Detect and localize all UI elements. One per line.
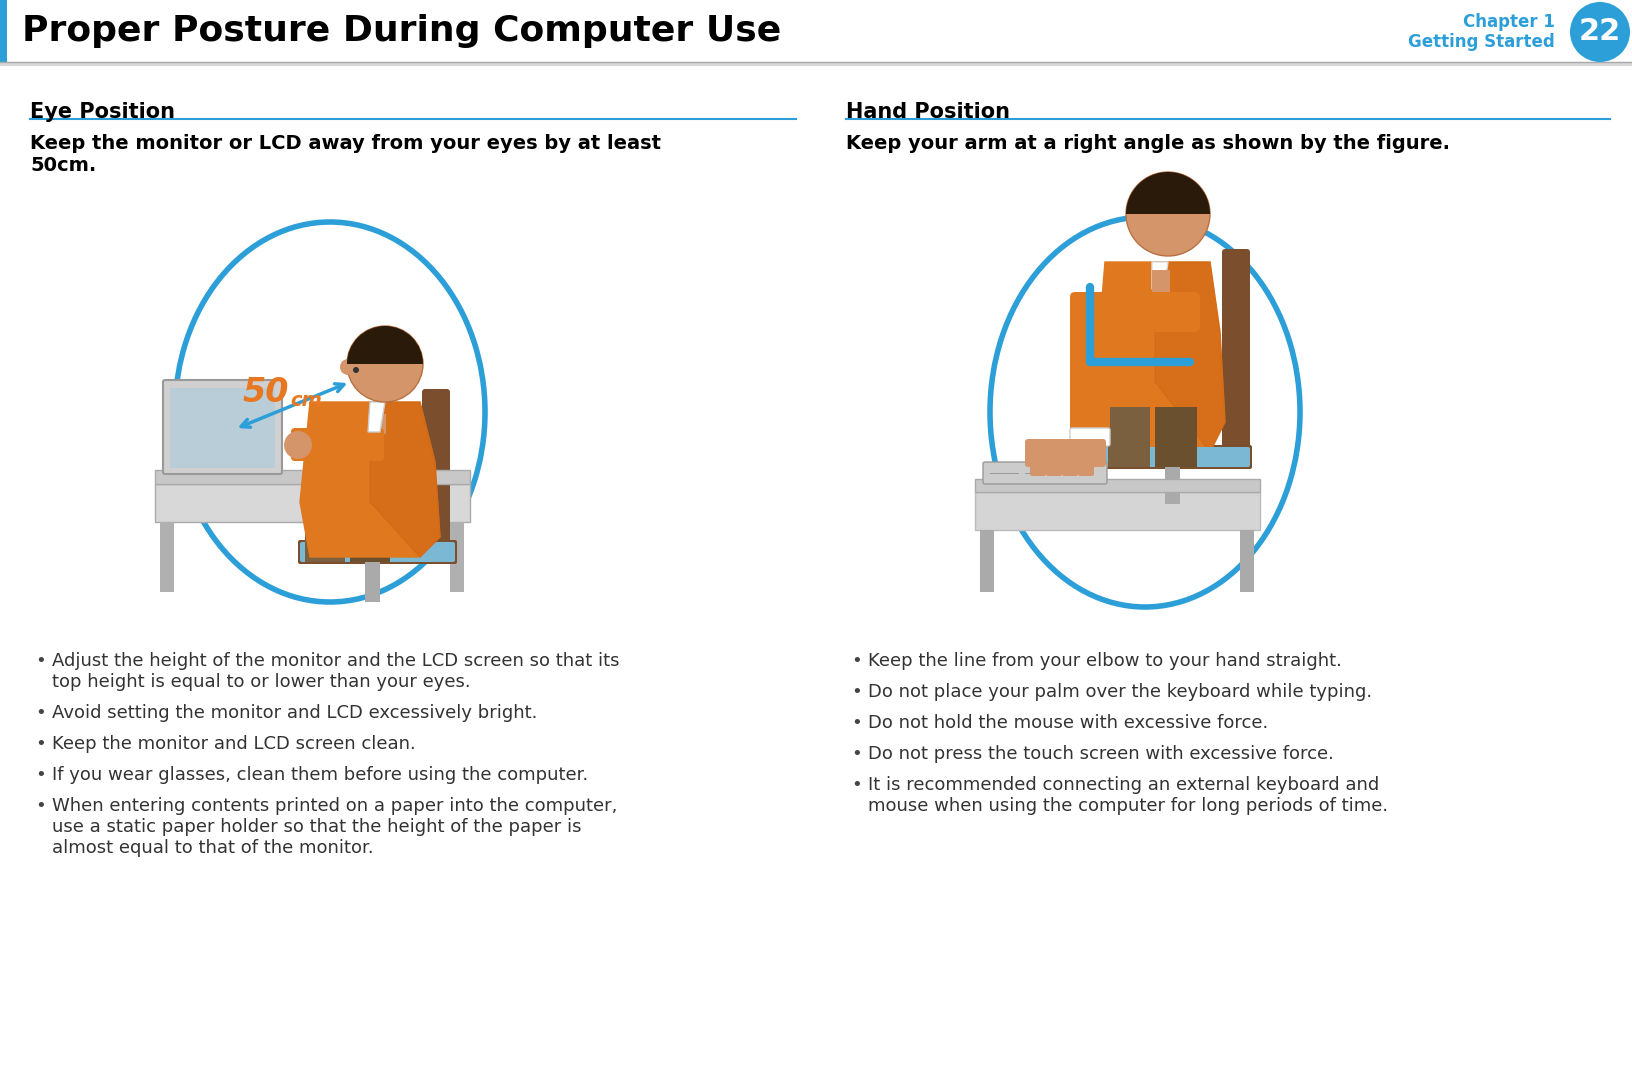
FancyBboxPatch shape — [170, 388, 274, 469]
FancyBboxPatch shape — [1069, 317, 1110, 447]
Text: Chapter 1: Chapter 1 — [1462, 13, 1554, 31]
FancyBboxPatch shape — [1046, 458, 1061, 476]
Polygon shape — [370, 403, 439, 557]
Text: Keep the monitor or LCD away from your eyes by at least: Keep the monitor or LCD away from your e… — [29, 134, 661, 153]
Polygon shape — [1151, 262, 1167, 289]
FancyBboxPatch shape — [1102, 445, 1252, 469]
FancyBboxPatch shape — [1239, 530, 1253, 592]
FancyBboxPatch shape — [979, 530, 994, 592]
FancyBboxPatch shape — [1069, 428, 1110, 446]
FancyBboxPatch shape — [1061, 458, 1077, 476]
Polygon shape — [300, 403, 439, 557]
FancyBboxPatch shape — [0, 0, 7, 62]
Text: •: • — [34, 704, 46, 722]
FancyBboxPatch shape — [1025, 439, 1105, 467]
Text: •: • — [34, 797, 46, 815]
FancyBboxPatch shape — [1105, 447, 1248, 467]
Text: use a static paper holder so that the height of the paper is: use a static paper holder so that the he… — [52, 818, 581, 836]
Text: Do not place your palm over the keyboard while typing.: Do not place your palm over the keyboard… — [868, 683, 1371, 701]
FancyBboxPatch shape — [155, 470, 470, 484]
Text: •: • — [34, 735, 46, 753]
FancyBboxPatch shape — [366, 557, 380, 602]
Text: Eye Position: Eye Position — [29, 102, 175, 122]
Circle shape — [346, 326, 423, 403]
Text: Getting Started: Getting Started — [1407, 32, 1554, 51]
Text: Hand Position: Hand Position — [845, 102, 1009, 122]
Text: •: • — [850, 714, 862, 733]
FancyBboxPatch shape — [974, 479, 1260, 492]
Text: Avoid setting the monitor and LCD excessively bright.: Avoid setting the monitor and LCD excess… — [52, 704, 537, 722]
FancyBboxPatch shape — [1151, 270, 1169, 292]
FancyBboxPatch shape — [1030, 458, 1046, 476]
Text: •: • — [34, 652, 46, 670]
Text: When entering contents printed on a paper into the computer,: When entering contents printed on a pape… — [52, 797, 617, 815]
FancyBboxPatch shape — [1108, 407, 1149, 467]
FancyBboxPatch shape — [1164, 462, 1180, 504]
Ellipse shape — [175, 222, 485, 602]
Circle shape — [339, 359, 356, 375]
FancyBboxPatch shape — [318, 467, 380, 479]
Wedge shape — [1126, 172, 1209, 214]
Text: almost equal to that of the monitor.: almost equal to that of the monitor. — [52, 839, 374, 857]
Polygon shape — [367, 403, 385, 432]
FancyBboxPatch shape — [300, 542, 455, 562]
Circle shape — [1126, 172, 1209, 256]
FancyBboxPatch shape — [421, 390, 450, 560]
Text: Keep your arm at a right angle as shown by the figure.: Keep your arm at a right angle as shown … — [845, 134, 1449, 153]
Text: •: • — [850, 683, 862, 701]
Text: top height is equal to or lower than your eyes.: top height is equal to or lower than you… — [52, 673, 470, 691]
Text: •: • — [850, 745, 862, 763]
Wedge shape — [346, 326, 423, 364]
Circle shape — [1568, 2, 1629, 62]
Polygon shape — [1154, 262, 1224, 452]
Text: 22: 22 — [1578, 17, 1621, 47]
Text: It is recommended connecting an external keyboard and: It is recommended connecting an external… — [868, 776, 1379, 794]
FancyBboxPatch shape — [160, 522, 175, 592]
Text: 50: 50 — [243, 375, 289, 409]
FancyBboxPatch shape — [297, 540, 457, 564]
FancyBboxPatch shape — [1069, 292, 1200, 332]
Text: •: • — [34, 766, 46, 784]
Text: Proper Posture During Computer Use: Proper Posture During Computer Use — [21, 14, 780, 48]
Text: mouse when using the computer for long periods of time.: mouse when using the computer for long p… — [868, 797, 1387, 815]
Text: Do not hold the mouse with excessive force.: Do not hold the mouse with excessive for… — [868, 714, 1268, 733]
Text: Do not press the touch screen with excessive force.: Do not press the touch screen with exces… — [868, 745, 1333, 763]
Ellipse shape — [989, 217, 1299, 607]
Text: Keep the monitor and LCD screen clean.: Keep the monitor and LCD screen clean. — [52, 735, 416, 753]
Text: cm: cm — [290, 391, 322, 409]
Text: Adjust the height of the monitor and the LCD screen so that its: Adjust the height of the monitor and the… — [52, 652, 619, 670]
FancyBboxPatch shape — [974, 492, 1260, 530]
Text: •: • — [850, 652, 862, 670]
Text: •: • — [850, 776, 862, 794]
Circle shape — [284, 431, 312, 459]
FancyBboxPatch shape — [155, 484, 470, 522]
Text: If you wear glasses, clean them before using the computer.: If you wear glasses, clean them before u… — [52, 766, 588, 784]
FancyBboxPatch shape — [349, 502, 390, 562]
FancyBboxPatch shape — [367, 414, 385, 434]
FancyBboxPatch shape — [1221, 249, 1248, 465]
FancyBboxPatch shape — [1077, 458, 1093, 476]
Text: 50cm.: 50cm. — [29, 156, 96, 175]
Polygon shape — [1095, 262, 1224, 452]
FancyBboxPatch shape — [0, 0, 1632, 62]
Circle shape — [353, 367, 359, 373]
FancyBboxPatch shape — [163, 380, 282, 474]
FancyBboxPatch shape — [1154, 407, 1196, 467]
FancyBboxPatch shape — [290, 428, 384, 461]
FancyBboxPatch shape — [982, 462, 1106, 484]
Text: Keep the line from your elbow to your hand straight.: Keep the line from your elbow to your ha… — [868, 652, 1342, 670]
FancyBboxPatch shape — [450, 522, 463, 592]
FancyBboxPatch shape — [305, 502, 344, 562]
